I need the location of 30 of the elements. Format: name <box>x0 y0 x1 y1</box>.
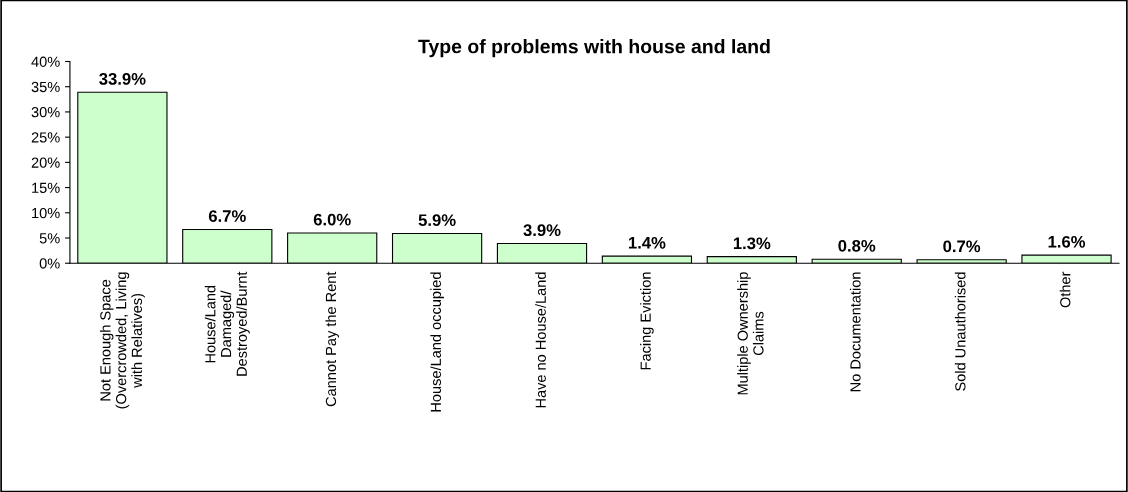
x-tick-label: House/Land occupied <box>430 272 444 412</box>
data-label: 6.7% <box>208 210 246 222</box>
x-tick-label: Not Enough Space (Overcrowded, Living with Relatives) <box>99 272 145 409</box>
y-tick-label: 40% <box>31 56 60 67</box>
data-label: 1.6% <box>1048 235 1086 248</box>
x-tick-label: Cannot Pay the Rent <box>325 271 339 407</box>
y-tick-label: 5% <box>39 233 60 244</box>
y-tick-label: 0% <box>39 258 60 269</box>
data-label: 1.3% <box>733 237 771 250</box>
data-label: 3.9% <box>523 224 561 237</box>
x-tick-label: Sold Unauthorised <box>954 272 966 391</box>
y-tick-label: 25% <box>31 132 60 143</box>
data-label: 0.8% <box>838 239 876 252</box>
data-label: 33.9% <box>99 73 146 85</box>
x-tick-label: No Documentation <box>849 272 861 392</box>
x-tick-label: Facing Eviction <box>640 272 654 370</box>
x-tick-label: Other <box>1059 271 1071 308</box>
data-label: 5.9% <box>418 214 456 227</box>
data-label: 6.0% <box>313 213 351 226</box>
data-label: 0.7% <box>943 240 981 253</box>
y-tick-label: 10% <box>32 207 60 219</box>
y-tick-label: 20% <box>31 157 60 168</box>
x-tick-label: Multiple Ownership Claims <box>737 272 764 395</box>
data-label: 1.4% <box>628 236 666 249</box>
y-tick-label: 15% <box>32 182 60 193</box>
y-tick-label: 35% <box>31 81 60 93</box>
x-tick-label: House/Land Damaged/ Destroyed/Burnt <box>204 271 250 376</box>
x-tick-label: Have no House/Land <box>535 272 546 408</box>
chart-title: Type of problems with house and land <box>418 39 770 58</box>
y-tick-label: 30% <box>31 107 60 118</box>
